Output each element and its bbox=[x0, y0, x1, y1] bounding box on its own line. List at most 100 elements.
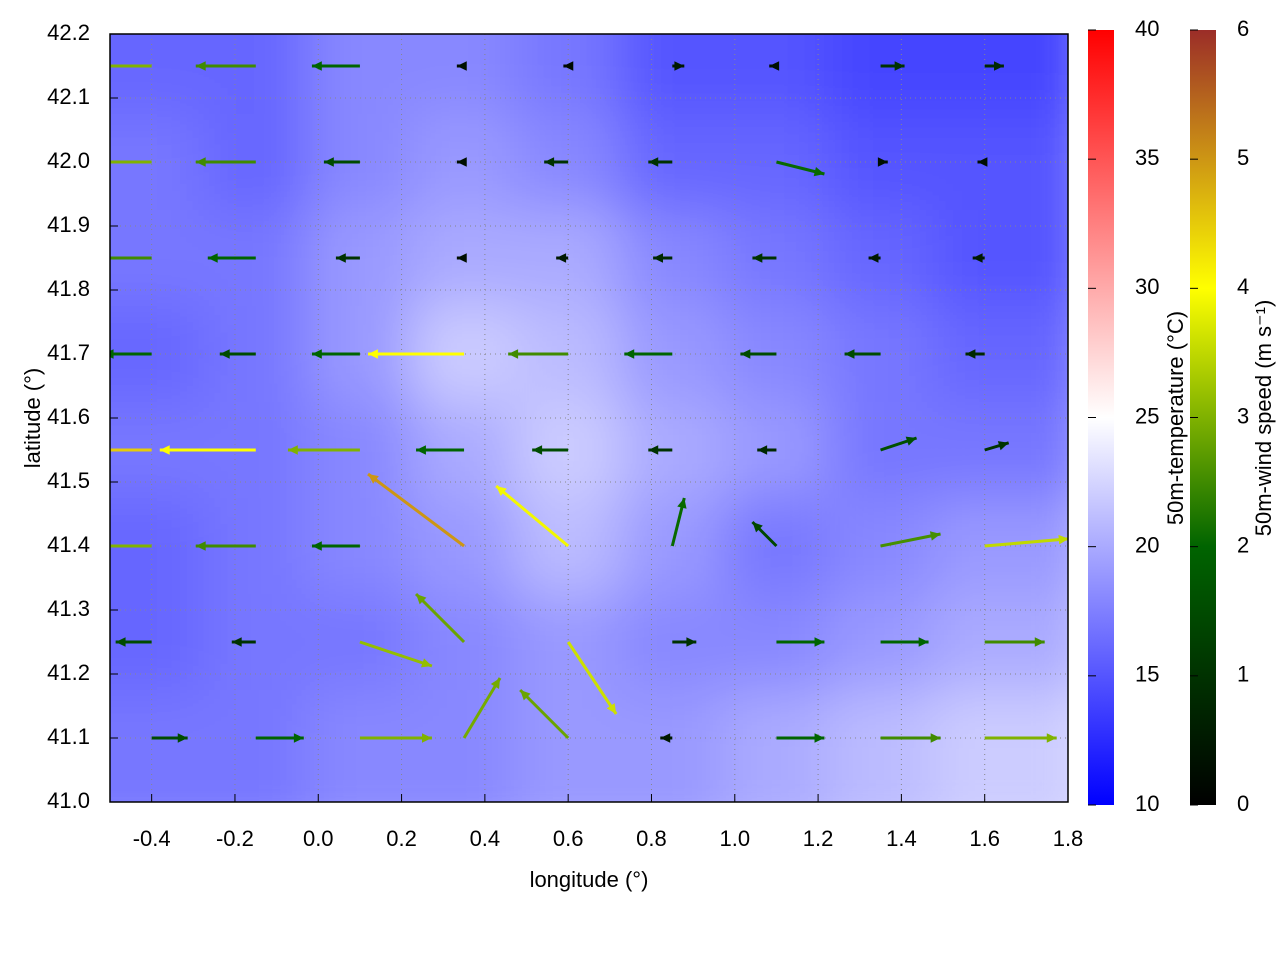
wind-arrow bbox=[159, 445, 256, 455]
temperature-cell bbox=[724, 34, 830, 115]
wind-arrow bbox=[977, 157, 988, 167]
wind-arrow bbox=[207, 253, 256, 263]
wind-arrow bbox=[219, 349, 256, 359]
wind-arrow bbox=[972, 253, 985, 263]
wind-arrow bbox=[359, 733, 432, 743]
colorbar-tick-label: 5 bbox=[1237, 145, 1249, 170]
x-tick-label: -0.2 bbox=[216, 826, 254, 851]
wind-arrow bbox=[880, 436, 918, 452]
arrow-head bbox=[814, 637, 825, 647]
arrow-head bbox=[814, 733, 825, 743]
arrow-head bbox=[813, 166, 825, 177]
colorbar-tick-label: 25 bbox=[1135, 403, 1159, 428]
arrow-head bbox=[894, 61, 905, 71]
arrow-head bbox=[80, 61, 90, 71]
temperature-cell bbox=[411, 498, 518, 595]
wind-arrow bbox=[566, 641, 618, 715]
colorbar-tick-label: 40 bbox=[1135, 16, 1159, 41]
wind-arrow bbox=[456, 61, 467, 71]
colorbar-tick-label: 4 bbox=[1237, 274, 1249, 299]
arrow-head bbox=[977, 157, 988, 167]
arrow-head bbox=[496, 486, 507, 497]
arrow-head bbox=[752, 253, 763, 263]
colorbar-tick-label: 2 bbox=[1237, 532, 1249, 557]
arrow-head bbox=[648, 157, 659, 167]
wind-arrow bbox=[984, 534, 1068, 548]
arrow-head bbox=[219, 349, 230, 359]
wind-arrow bbox=[672, 61, 685, 71]
arrow-head bbox=[520, 690, 531, 701]
temperature-cell bbox=[620, 114, 726, 211]
temperature-cell bbox=[110, 34, 205, 115]
wind-arrow bbox=[495, 484, 570, 548]
temperature-cell bbox=[203, 306, 309, 403]
wind-arrow bbox=[648, 157, 673, 167]
temperature-cell bbox=[516, 498, 622, 595]
arrow-head bbox=[293, 733, 304, 743]
wind-arrow bbox=[462, 677, 502, 739]
arrow-head bbox=[769, 61, 780, 71]
wind-arrow bbox=[880, 61, 905, 71]
wind-arrow bbox=[544, 157, 569, 167]
x-axis-label: longitude (°) bbox=[530, 867, 649, 892]
arrow-head bbox=[195, 541, 206, 551]
wind-arrow bbox=[195, 61, 256, 71]
arrow-head bbox=[563, 61, 574, 71]
y-tick-label: 41.6 bbox=[47, 404, 90, 429]
arrow-head bbox=[660, 733, 671, 743]
temperature-cell bbox=[724, 498, 830, 595]
arrow-head bbox=[422, 733, 432, 743]
wind-arrow bbox=[880, 733, 941, 743]
arrow-head bbox=[456, 61, 467, 71]
wind-arrow bbox=[367, 472, 465, 548]
wind-arrow bbox=[311, 61, 360, 71]
wind-arrow bbox=[880, 637, 929, 647]
arrow-head bbox=[1034, 637, 1045, 647]
wind-arrow bbox=[776, 637, 825, 647]
wind-arrow bbox=[752, 253, 777, 263]
temperature-cell bbox=[411, 34, 518, 115]
x-tick-label: 0.6 bbox=[553, 826, 584, 851]
wind-arrow bbox=[255, 733, 304, 743]
x-tick-label: 0.8 bbox=[636, 826, 667, 851]
arrow-head bbox=[752, 522, 763, 533]
wind-arrow bbox=[556, 253, 569, 263]
arrow-head bbox=[648, 445, 659, 455]
arrow-head bbox=[44, 445, 54, 455]
temperature-cell bbox=[828, 210, 934, 307]
wind-arrow bbox=[323, 157, 360, 167]
wind-arrow bbox=[868, 253, 881, 263]
temperature-cell bbox=[307, 34, 413, 115]
wind-arrow bbox=[769, 61, 780, 71]
temperature-cell bbox=[932, 210, 1068, 307]
arrow-head bbox=[532, 445, 543, 455]
wind-arrow bbox=[195, 541, 256, 551]
x-tick-label: 1.6 bbox=[969, 826, 1000, 851]
wind-arrow bbox=[740, 349, 777, 359]
wind-arrow bbox=[456, 253, 467, 263]
wind-vectors bbox=[44, 61, 1068, 743]
wind-arrow bbox=[335, 253, 360, 263]
temperature-cell bbox=[516, 210, 622, 307]
arrow-head bbox=[368, 474, 379, 484]
arrow-head bbox=[905, 436, 917, 446]
x-tick-label: 1.8 bbox=[1053, 826, 1084, 851]
wind-arrow bbox=[80, 61, 152, 71]
colorbar-tick-label: 3 bbox=[1237, 403, 1249, 428]
arrow-head bbox=[456, 157, 467, 167]
colorbar-tick-label: 1 bbox=[1237, 662, 1249, 687]
wind-arrow bbox=[110, 256, 152, 260]
temperature-cell bbox=[620, 210, 726, 307]
wind-arrow bbox=[965, 349, 985, 359]
wind-arrow bbox=[416, 445, 465, 455]
temperature-cell bbox=[828, 690, 934, 802]
x-tick-label: 1.0 bbox=[719, 826, 750, 851]
wind-arrow bbox=[672, 637, 697, 647]
temperature-cell bbox=[307, 690, 413, 802]
colorbar-tick-label: 35 bbox=[1135, 145, 1159, 170]
arrow-head bbox=[918, 637, 929, 647]
temperature-colorbar-label: 50m-temperature (°C) bbox=[1163, 311, 1188, 525]
arrow-head bbox=[686, 637, 697, 647]
y-tick-label: 41.0 bbox=[47, 788, 90, 813]
wind-arrow bbox=[670, 497, 687, 547]
